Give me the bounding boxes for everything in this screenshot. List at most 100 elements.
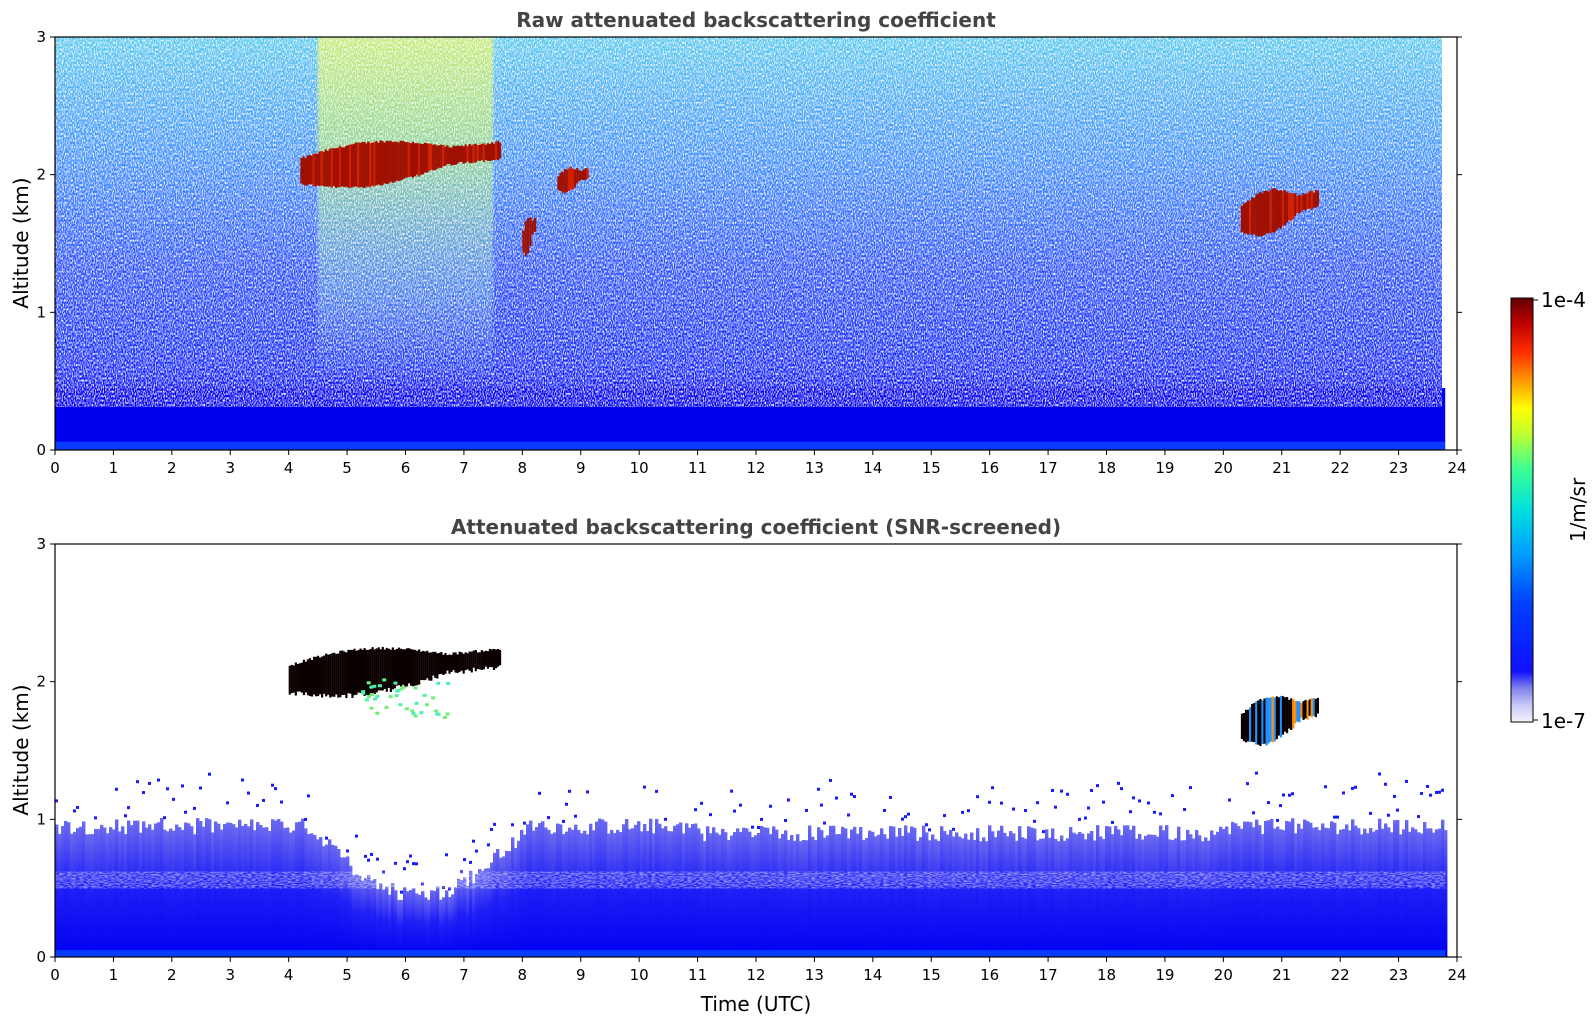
bl-column [667,831,671,957]
aerosol-cell [375,694,380,698]
cloud-cell [312,153,315,187]
bl-column [1426,828,1430,957]
bl-column [76,828,80,957]
bl-column [1171,840,1175,957]
bl-column [346,856,350,957]
cloud-cell [1281,190,1285,226]
heatmap-screened [55,646,1448,957]
bl-speck [325,836,328,840]
aerosol-cell [369,685,374,689]
cloud-cell [484,650,488,667]
bl-speck [94,816,97,820]
cloud-cell [361,142,364,188]
bl-speck [1405,779,1408,783]
bl-column [964,833,968,957]
bl-column [1036,840,1040,957]
bl-column [1372,831,1376,957]
bl-speck [889,795,892,799]
bl-column [997,830,1001,957]
aerosol-cell [369,706,374,710]
bl-speck [907,812,910,816]
cloud-cell [336,147,340,188]
bl-column [679,822,683,957]
bl-column [1405,820,1409,957]
cloud-cell [353,143,356,187]
cloud-raw [1240,188,1319,237]
bl-column [1129,829,1133,957]
bl-column [1075,834,1079,957]
cloud-cell [359,142,362,188]
bl-column [85,834,89,957]
bl-column [547,829,551,957]
bl-speck [1051,788,1054,792]
bl-column [124,834,128,957]
bl-column [1198,835,1202,957]
aerosol-cell [413,686,418,690]
bl-column [1117,829,1121,957]
x-tick-label: 5 [342,459,352,477]
cloud-cell [442,654,445,676]
bl-column [1354,825,1358,957]
cloud-cell [328,148,331,187]
bl-column [658,823,662,957]
bl-column [289,832,293,957]
bl-column [1045,829,1049,957]
cloud-cell [300,158,303,184]
bl-column [1288,821,1292,957]
cloud-cell [434,651,437,678]
bl-speck [493,822,496,826]
bl-column [1348,830,1352,957]
cloud-cell [522,230,525,253]
bl-column [1096,825,1100,957]
bl-column [1162,830,1166,957]
bl-column [859,827,863,957]
bl-column [133,820,137,957]
cloud-cell [1261,193,1264,237]
x-tick-label: 20 [1214,966,1233,984]
ground-return [55,950,1446,957]
bl-column [1006,836,1010,957]
bl-column [1252,827,1256,957]
bl-column [775,829,779,957]
x-tick-label: 8 [518,966,528,984]
x-tick-label: 7 [459,966,469,984]
bl-column [697,828,701,957]
bl-column [778,838,782,957]
bl-column [238,819,242,957]
bl-column [1300,828,1304,957]
bl-speck [694,808,697,812]
bl-column [1138,833,1142,957]
bl-column [340,857,344,957]
bl-column [445,890,449,957]
bl-speck [124,814,127,818]
cloud-cell [468,144,471,164]
bl-column [1048,837,1052,957]
cloud-cell [355,142,358,187]
bl-speck [487,843,490,847]
aerosol-cell [375,711,380,715]
cloud-cell [391,141,394,183]
x-tick-label: 23 [1389,966,1408,984]
bl-column [211,832,215,957]
x-tick-label: 8 [518,459,528,477]
bl-column [985,841,989,957]
cloud-cell [1300,195,1303,212]
bl-speck [400,890,403,894]
cloud-cell [488,648,492,668]
bl-column [880,828,884,957]
aerosol-cell [361,690,366,694]
cloud-cell [1257,193,1260,237]
cloud-cell [348,144,352,189]
cloud-cell [308,658,312,697]
bl-column [1042,838,1046,957]
x-tick-label: 17 [1039,459,1058,477]
bl-speck [943,814,946,818]
bl-speck [1279,804,1282,808]
bl-column [847,838,851,957]
bl-column [328,839,332,957]
bl-column [193,834,197,957]
bl-column [1330,821,1334,957]
bl-column [745,828,749,957]
bl-column [259,824,263,957]
cloud-cell [421,143,425,175]
